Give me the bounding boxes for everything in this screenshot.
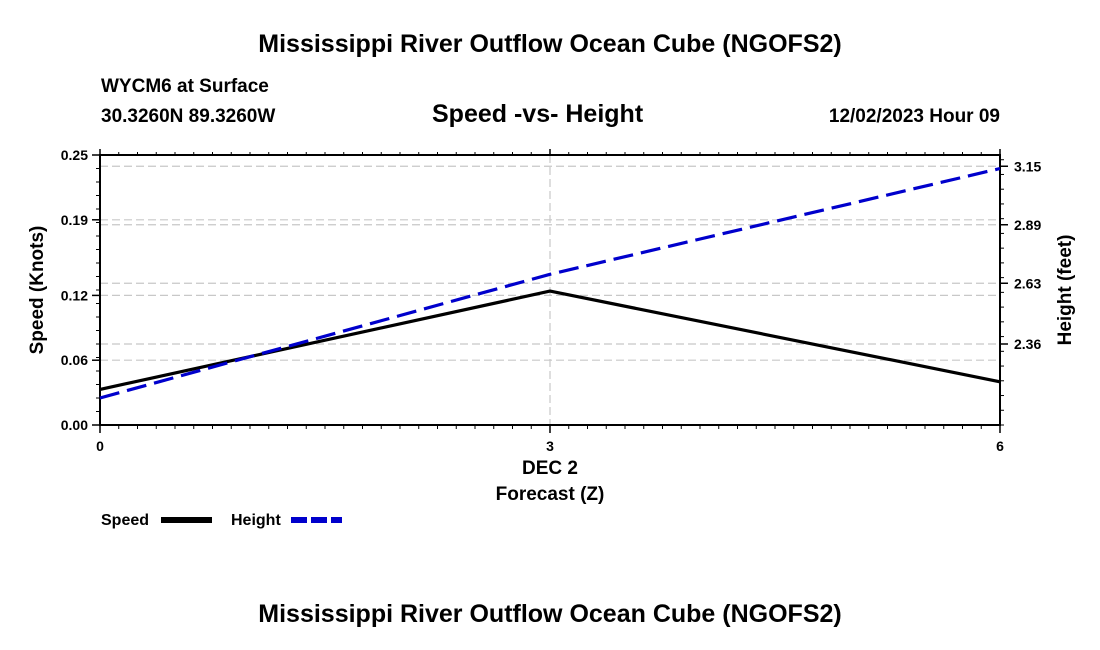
- x-tick-label-1: 3: [546, 438, 554, 454]
- x-tick-label-0: 0: [96, 438, 104, 454]
- x-date-label: DEC 2: [522, 458, 578, 479]
- legend-speed-label: Speed: [101, 512, 149, 529]
- y-tick-label-4: 0.25: [61, 147, 88, 163]
- chart-title: Speed -vs- Height: [432, 100, 644, 128]
- station-label: WYCM6 at Surface: [101, 76, 269, 97]
- y2-tick-label-2: 2.89: [1014, 217, 1041, 233]
- tick-layer: 0.00 0.06 0.12 0.19 0.25 2.36 2.63 2.89 3.15 0 3 6: [61, 147, 1042, 454]
- x-tick-label-2: 6: [996, 438, 1004, 454]
- page-title: Mississippi River Outflow Ocean Cube (NG…: [258, 30, 842, 58]
- y-axis-title: Speed (Knots): [27, 226, 48, 355]
- footer-title: Mississippi River Outflow Ocean Cube (NG…: [258, 600, 842, 628]
- series-layer: [99, 166, 1001, 400]
- y-tick-label-0: 0.00: [61, 417, 88, 433]
- y2-tick-label-3: 3.15: [1014, 158, 1041, 174]
- y-tick-label-2: 0.12: [61, 287, 88, 303]
- legend-height-label: Height: [231, 512, 281, 529]
- y2-tick-label-1: 2.63: [1014, 275, 1041, 291]
- station-coordinates: 30.3260N 89.3260W: [101, 106, 276, 127]
- forecast-datetime: 12/02/2023 Hour 09: [828, 106, 1000, 127]
- y2-axis-title: Height (feet): [1055, 235, 1076, 346]
- y-tick-label-3: 0.19: [61, 212, 88, 228]
- y2-tick-label-0: 2.36: [1014, 336, 1041, 352]
- y-tick-label-1: 0.06: [61, 352, 88, 368]
- x-axis-title: Forecast (Z): [496, 484, 605, 505]
